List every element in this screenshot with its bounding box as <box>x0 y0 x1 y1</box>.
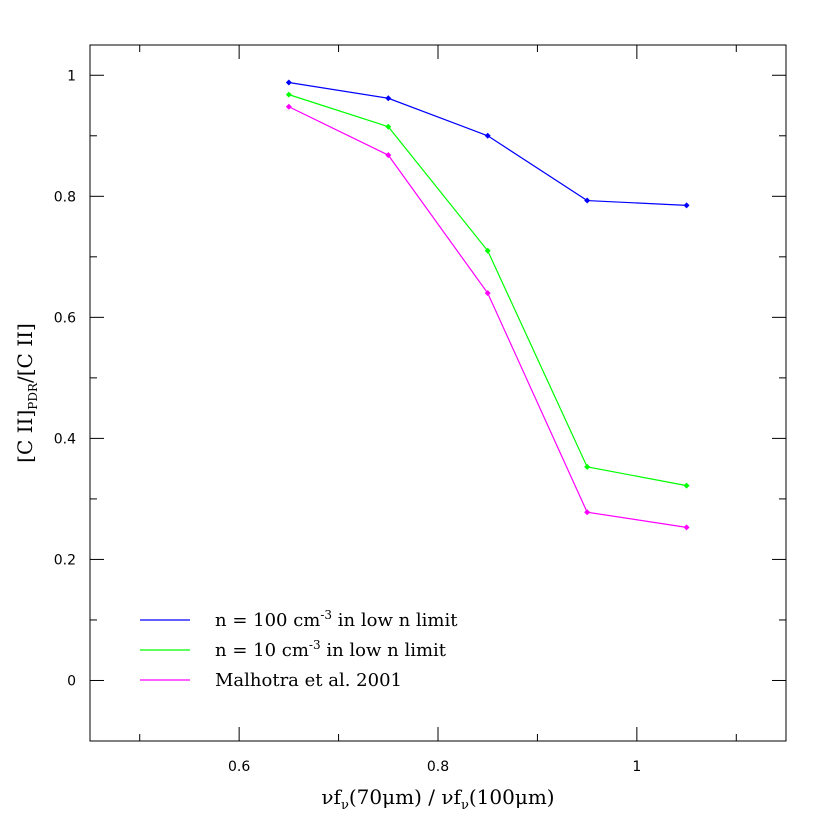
plot-frame <box>89 44 787 742</box>
y-tick-label: 0.8 <box>54 189 76 205</box>
series-malhotra <box>285 103 690 531</box>
y-tick-label: 0.4 <box>54 431 76 447</box>
series-layer <box>285 79 690 531</box>
legend-label: n = 100 cm-3 in low n limit <box>215 608 458 631</box>
series-n10 <box>285 91 690 489</box>
data-point-n100 <box>683 202 690 209</box>
data-point-n100 <box>385 95 392 102</box>
y-tick-label: 0 <box>67 673 76 689</box>
legend-label: Malhotra et al. 2001 <box>215 670 402 691</box>
x-tick-label: 1 <box>632 759 641 775</box>
y-tick-label: 0.6 <box>54 310 76 326</box>
legend-item-n100: n = 100 cm-3 in low n limit <box>140 608 458 631</box>
axis-ticks <box>90 45 786 742</box>
data-point-n10 <box>584 463 591 470</box>
x-axis-label: νfν(70μm) / νfν(100μm) <box>321 785 554 813</box>
series-line-n100 <box>288 81 687 206</box>
legend-item-malhotra: Malhotra et al. 2001 <box>140 670 402 691</box>
data-point-n10 <box>484 247 491 254</box>
x-tick-labels: 0.6 0.8 1 <box>228 759 641 775</box>
data-point-malhotra <box>285 103 292 110</box>
series-line-malhotra <box>288 106 687 528</box>
legend-item-n10: n = 10 cm-3 in low n limit <box>140 638 447 661</box>
data-point-n10 <box>385 123 392 130</box>
data-point-n10 <box>285 91 292 98</box>
x-tick-label: 0.8 <box>427 759 449 775</box>
data-point-malhotra <box>385 152 392 159</box>
data-point-malhotra <box>683 524 690 531</box>
x-tick-label: 0.6 <box>228 759 250 775</box>
data-point-n100 <box>484 132 491 139</box>
legend: n = 100 cm-3 in low n limit n = 10 cm-3 i… <box>140 608 458 691</box>
data-point-malhotra <box>584 509 591 516</box>
data-point-malhotra <box>484 290 491 297</box>
legend-label: n = 10 cm-3 in low n limit <box>215 638 447 661</box>
y-axis-label: [C II]PDR/[C II] <box>13 323 40 463</box>
data-point-n10 <box>683 482 690 489</box>
data-point-n100 <box>285 79 292 86</box>
y-tick-label: 0.2 <box>54 552 76 568</box>
y-tick-labels: 0 0.2 0.4 0.6 0.8 1 <box>54 68 76 689</box>
series-n100 <box>285 79 690 209</box>
y-tick-label: 1 <box>67 68 76 84</box>
data-point-n100 <box>584 197 591 204</box>
series-line-n10 <box>288 94 687 487</box>
